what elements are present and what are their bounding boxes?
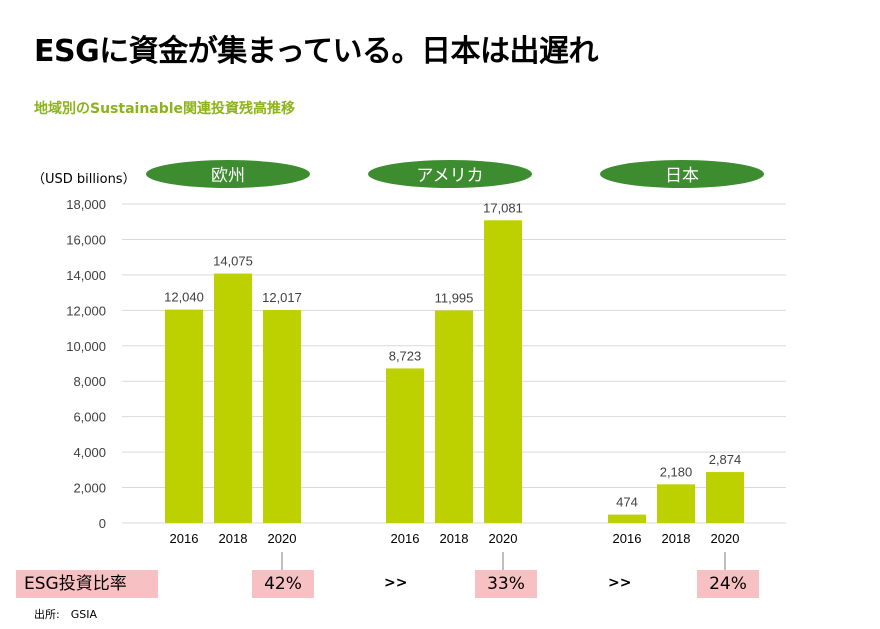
esg-ratio-america: 33%	[475, 570, 537, 598]
page-title: ESGに資金が集まっている。日本は出遅れ	[34, 34, 599, 69]
y-tick-label: 14,000	[66, 268, 106, 283]
y-tick-label: 8,000	[73, 374, 106, 389]
x-tick-label: 2016	[391, 531, 420, 546]
x-tick-label: 2018	[440, 531, 469, 546]
region-label-bg	[146, 160, 310, 188]
y-tick-label: 16,000	[66, 232, 106, 247]
region-label-bg	[600, 160, 764, 188]
x-tick-label: 2018	[662, 531, 691, 546]
y-tick-label: 10,000	[66, 339, 106, 354]
bar	[657, 484, 695, 523]
bar	[484, 220, 522, 523]
bar	[706, 472, 744, 523]
bar	[608, 514, 646, 523]
y-tick-label: 6,000	[73, 410, 106, 425]
data-label: 17,081	[483, 200, 523, 215]
y-tick-label: 4,000	[73, 445, 106, 460]
data-label: 11,995	[435, 290, 474, 305]
bar	[214, 273, 252, 523]
x-tick-label: 2016	[613, 531, 642, 546]
region-label-bg	[368, 160, 532, 188]
x-tick-label: 2020	[711, 531, 740, 546]
data-label: 2,180	[660, 464, 693, 479]
y-tick-label: 18,000	[66, 197, 106, 212]
data-label: 8,723	[389, 348, 422, 363]
x-tick-label: 2020	[489, 531, 518, 546]
region-label: 欧州	[211, 166, 245, 186]
bar	[386, 368, 424, 523]
data-label: 14,075	[213, 254, 253, 269]
bar	[435, 310, 473, 523]
data-label: 474	[616, 495, 638, 510]
esg-ratio-japan: 24%	[697, 570, 759, 598]
y-tick-label: 0	[99, 516, 106, 531]
esg-ratio-label: ESG投資比率	[16, 570, 158, 598]
data-label: 12,040	[164, 290, 204, 305]
bar	[263, 310, 301, 523]
source-note: 出所: GSIA	[34, 608, 97, 621]
y-tick-label: 12,000	[66, 303, 106, 318]
y-unit-label: （USD billions）	[32, 172, 136, 187]
ratio-arrow-2: >>	[608, 575, 632, 591]
chart-subtitle: 地域別のSustainable関連投資残高推移	[34, 101, 296, 117]
region-label: アメリカ	[416, 166, 483, 186]
ratio-arrow-1: >>	[384, 575, 408, 591]
y-tick-label: 2,000	[73, 481, 106, 496]
esg-ratio-europe: 42%	[252, 570, 314, 598]
x-tick-label: 2016	[170, 531, 199, 546]
bar	[165, 309, 203, 523]
x-tick-label: 2020	[268, 531, 297, 546]
data-label: 12,017	[262, 290, 302, 305]
x-tick-label: 2018	[219, 531, 248, 546]
data-label: 2,874	[709, 452, 742, 467]
region-label: 日本	[665, 166, 699, 186]
